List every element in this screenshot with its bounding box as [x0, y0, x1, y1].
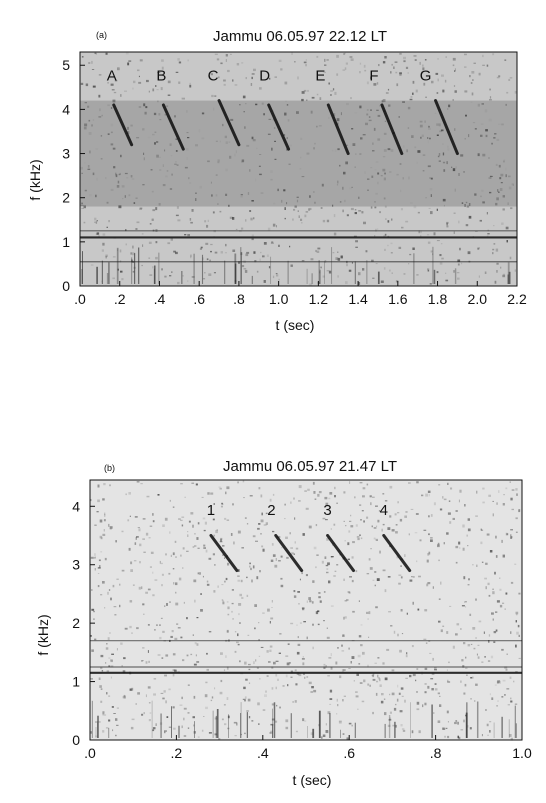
panel-b-y-tick-label-2: 2 — [72, 615, 80, 631]
panel-a-event-marker-5: E — [315, 68, 325, 85]
panel-a-event-marker-4: D — [259, 68, 270, 85]
spectrogram-panel-b: (b) Jammu 06.05.97 21.47 LT 1 2 3 4 .0 .2 .4.… — [35, 458, 532, 788]
panel-a-frame — [79, 51, 518, 287]
panel-a-y-tick-label-0: 0 — [62, 278, 70, 294]
panel-a-hiss-band — [80, 100, 517, 207]
panel-a-x-tick-label-4: .8 — [233, 291, 245, 307]
panel-a-x-tick-label-8: 1.6 — [388, 291, 408, 307]
panel-a-x-tick-label-3: .6 — [193, 291, 205, 307]
panel-a-event-marker-1: A — [107, 68, 117, 85]
panel-b-x-tick-label-5: 1.0 — [512, 745, 532, 761]
panel-a-title: Jammu 06.05.97 22.12 LT — [213, 28, 387, 45]
panel-b-event-marker-3: 3 — [323, 502, 331, 519]
panel-a-whistler-4 — [267, 103, 291, 151]
panel-b-whistler-2 — [274, 534, 304, 573]
spectrogram-panel-a: (a) Jammu 06.05.97 22.12 LT A B C D E F G .0 .2… — [27, 28, 527, 333]
panel-a-y-tick-label-4: 4 — [62, 101, 70, 117]
panel-a-x-tick-label-7: 1.4 — [348, 291, 368, 307]
panel-b-whistler-3 — [326, 534, 356, 573]
panel-a-event-marker-2: B — [156, 68, 166, 85]
panel-a-x-tick-label-1: .2 — [114, 291, 126, 307]
panel-a-y-axis-label: f (kHz) — [27, 159, 43, 200]
panel-b-y-tick-label-1: 1 — [72, 674, 80, 690]
panel-a-event-marker-7: G — [420, 68, 432, 85]
panel-a-whistler-7 — [434, 99, 459, 156]
panel-b-x-tick-label-0: .0 — [84, 745, 96, 761]
panel-b-y-axis-label: f (kHz) — [35, 614, 51, 655]
panel-a-x-tick-label-2: .4 — [154, 291, 166, 307]
panel-a-whistler-1 — [112, 103, 134, 147]
panel-a-y-tick-label-2: 2 — [62, 190, 70, 206]
panel-a-label: (a) — [96, 30, 107, 40]
panel-a-x-tick-label-9: 1.8 — [428, 291, 448, 307]
panel-a-whistler-2 — [161, 103, 185, 151]
panel-b-whistler-4 — [382, 534, 412, 573]
panel-a-whistler-5 — [326, 103, 350, 156]
panel-a-y-tick-label-3: 3 — [62, 146, 70, 162]
panel-a-whistler-3 — [217, 99, 241, 147]
panel-b-plot-area — [90, 480, 522, 740]
panel-b-event-marker-1: 1 — [207, 502, 215, 519]
panel-b-y-tick-label-3: 3 — [72, 557, 80, 573]
panel-b-x-tick-label-2: .4 — [257, 745, 269, 761]
panel-a-y-tick-label-1: 1 — [62, 234, 70, 250]
panel-b-whistler-1 — [209, 534, 239, 573]
panel-b-x-tick-label-1: .2 — [171, 745, 183, 761]
panel-a-y-tick-label-5: 5 — [62, 57, 70, 73]
panel-a-x-tick-label-11: 2.2 — [507, 291, 527, 307]
panel-a-x-axis-label: t (sec) — [276, 317, 315, 333]
panel-a-whistler-6 — [380, 103, 404, 156]
panel-b-frame — [89, 479, 523, 741]
panel-b-label: (b) — [104, 463, 115, 473]
panel-b-title: Jammu 06.05.97 21.47 LT — [223, 458, 397, 475]
panel-b-y-tick-label-0: 0 — [72, 732, 80, 748]
panel-a-event-marker-6: F — [369, 68, 378, 85]
panel-b-y-tick-label-4: 4 — [72, 498, 80, 514]
panel-a-x-tick-label-10: 2.0 — [468, 291, 488, 307]
panel-a-x-tick-label-5: 1.0 — [269, 291, 289, 307]
panel-a-event-marker-3: C — [208, 68, 219, 85]
panel-b-event-marker-2: 2 — [267, 502, 275, 519]
panel-b-x-tick-label-3: .6 — [343, 745, 355, 761]
panel-b-x-axis-label: t (sec) — [293, 772, 332, 788]
panel-b-event-marker-4: 4 — [380, 502, 388, 519]
panel-a-x-tick-label-6: 1.2 — [309, 291, 329, 307]
panel-b-x-tick-label-4: .8 — [430, 745, 442, 761]
panel-a-x-tick-label-0: .0 — [74, 291, 86, 307]
